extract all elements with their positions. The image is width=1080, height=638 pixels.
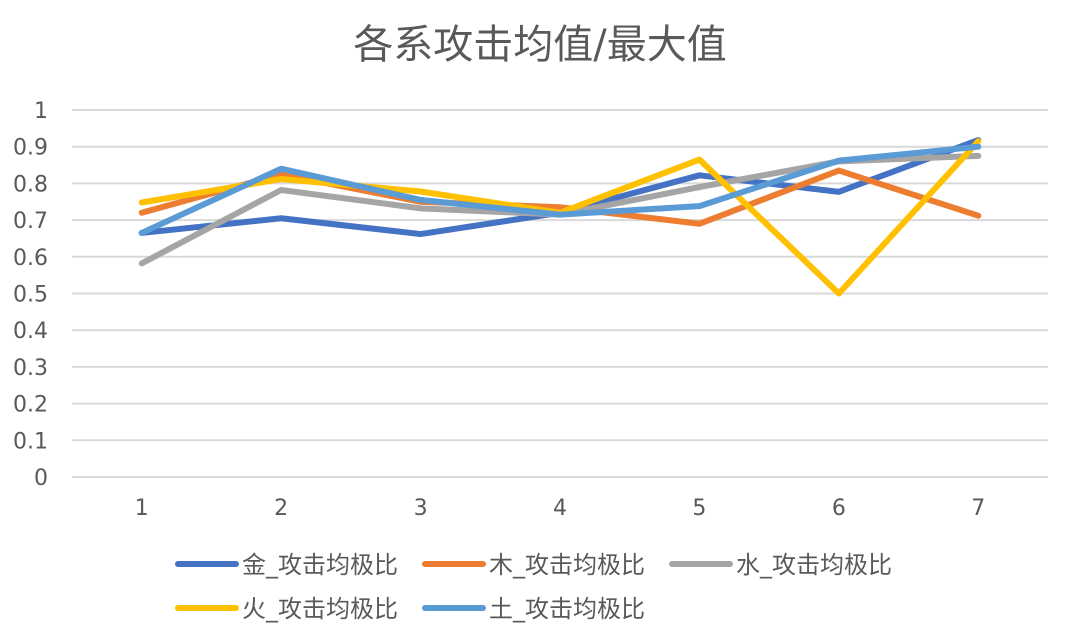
x-tick-label: 6 (832, 496, 846, 521)
legend-item: 金_攻击均极比 (175, 551, 398, 579)
legend-label: 土_攻击均极比 (489, 595, 645, 623)
series-lines (138, 137, 982, 297)
y-tick-label: 0.6 (13, 246, 48, 271)
x-tick-label: 4 (553, 496, 567, 521)
y-tick-label: 0.8 (13, 172, 48, 197)
legend-item: 火_攻击均极比 (175, 595, 398, 623)
y-tick-label: 0.1 (13, 429, 48, 454)
x-tick-label: 3 (414, 496, 428, 521)
x-tick-label: 5 (692, 496, 706, 521)
legend-label: 水_攻击均极比 (736, 551, 892, 579)
x-tick-label: 1 (135, 496, 149, 521)
gridlines (72, 109, 1048, 478)
y-tick-label: 0.3 (13, 356, 48, 381)
y-tick-label: 0.2 (13, 393, 48, 418)
y-tick-label: 0.9 (13, 136, 48, 161)
legend-item: 水_攻击均极比 (669, 551, 892, 579)
x-tick-label: 7 (971, 496, 985, 521)
y-tick-label: 0.5 (13, 283, 48, 308)
y-tick-label: 0 (34, 466, 48, 491)
y-tick-label: 0.7 (13, 209, 48, 234)
legend-item: 土_攻击均极比 (422, 595, 645, 623)
y-tick-label: 0.4 (13, 319, 48, 344)
chart-title: 各系攻击均值/最大值 (353, 22, 726, 68)
x-axis-ticks: 1 2 3 4 5 6 7 (135, 496, 986, 521)
series-line-2 (138, 167, 982, 227)
legend-item: 木_攻击均极比 (422, 551, 645, 579)
legend-label: 金_攻击均极比 (242, 551, 398, 579)
legend-label: 火_攻击均极比 (242, 595, 398, 623)
legend-label: 木_攻击均极比 (489, 551, 645, 579)
y-tick-label: 1 (34, 99, 48, 124)
series-line-5 (138, 143, 982, 236)
y-axis-ticks: 0 0.1 0.2 0.3 0.4 0.5 0.6 0.7 0.8 0.9 1 (13, 99, 48, 491)
x-tick-label: 2 (274, 496, 288, 521)
